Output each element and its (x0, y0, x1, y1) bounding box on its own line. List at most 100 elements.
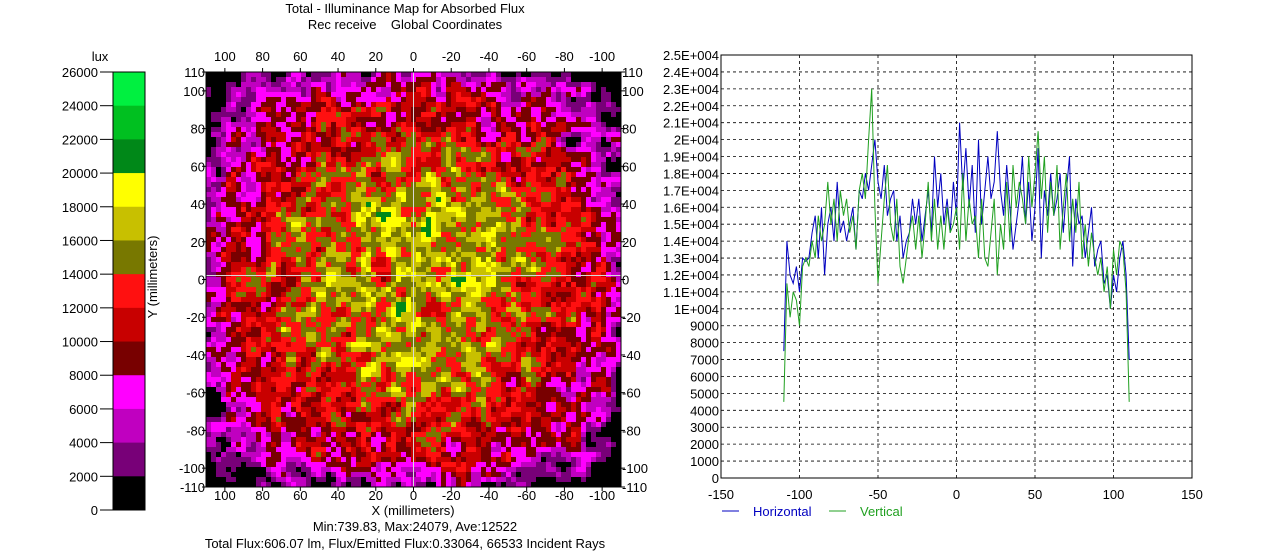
heatmap-cell (351, 187, 357, 193)
heatmap-cell (551, 222, 557, 228)
heatmap-cell (331, 192, 337, 198)
heatmap-cell (441, 72, 447, 78)
heatmap-cell (376, 107, 382, 113)
heatmap-cell (316, 232, 322, 238)
heatmap-cell (506, 302, 512, 308)
heatmap-cell (211, 72, 217, 78)
heatmap-cell (281, 92, 287, 98)
heatmap-cell (251, 287, 257, 293)
heatmap-cell (316, 252, 322, 258)
heatmap-cell (576, 182, 582, 188)
heatmap-cell (606, 222, 612, 228)
heatmap-cell (246, 177, 252, 183)
heatmap-cell (311, 167, 317, 173)
heatmap-cell (461, 122, 467, 128)
heatmap-cell (606, 147, 612, 153)
heatmap-cell (396, 102, 402, 108)
heatmap-cell (526, 132, 532, 138)
heatmap-cell (391, 197, 397, 203)
heatmap-cell (521, 277, 527, 283)
heatmap-cell (331, 107, 337, 113)
heatmap-cell (541, 82, 547, 88)
heatmap-cell (416, 207, 422, 213)
heatmap-cell (556, 82, 562, 88)
heatmap-cell (311, 117, 317, 123)
heatmap-cell (351, 77, 357, 83)
heatmap-cell (541, 147, 547, 153)
heatmap-cell (571, 337, 577, 343)
heatmap-cell (581, 177, 587, 183)
heatmap-cell (316, 72, 322, 78)
heatmap-cell (586, 117, 592, 123)
heatmap-cell (431, 217, 437, 223)
heatmap-cell (321, 322, 327, 328)
heatmap-cell (206, 337, 212, 343)
heatmap-cell (541, 92, 547, 98)
heatmap-cell (296, 87, 302, 93)
heatmap-cell (226, 112, 232, 118)
heatmap-cell (496, 302, 502, 308)
heatmap-cell (211, 262, 217, 268)
heatmap-cell (596, 257, 602, 263)
heatmap-cell (596, 337, 602, 343)
heatmap-cell (456, 212, 462, 218)
heatmap-cell (471, 77, 477, 83)
heatmap-cell (611, 202, 617, 208)
heatmap-cell (596, 192, 602, 198)
heatmap-cell (566, 107, 572, 113)
heatmap-cell (261, 72, 267, 78)
heatmap-cell (436, 267, 442, 273)
heatmap-cell (581, 302, 587, 308)
heatmap-cell (316, 287, 322, 293)
heatmap-cell (436, 212, 442, 218)
heatmap-cell (526, 172, 532, 178)
heatmap-cell (281, 247, 287, 253)
heatmap-cell (506, 362, 512, 368)
heatmap-cell (576, 152, 582, 158)
heatmap-cell (566, 342, 572, 348)
heatmap-cell (286, 242, 292, 248)
heatmap-cell (426, 117, 432, 123)
heatmap-cell (591, 317, 597, 323)
heatmap-cell (226, 212, 232, 218)
heatmap-cell (331, 177, 337, 183)
heatmap-cell (281, 347, 287, 353)
heatmap-cell (261, 152, 267, 158)
heatmap-cell (606, 197, 612, 203)
heatmap-cell (461, 207, 467, 213)
heatmap-cell (286, 162, 292, 168)
heatmap-cell (431, 232, 437, 238)
heatmap-cell (601, 252, 607, 258)
heatmap-cell (301, 97, 307, 103)
heatmap-cell (396, 247, 402, 253)
heatmap-cell (551, 77, 557, 83)
heatmap-cell (221, 192, 227, 198)
heatmap-cell (481, 167, 487, 173)
heatmap-cell (281, 222, 287, 228)
heatmap-cell (281, 277, 287, 283)
heatmap-cell (301, 117, 307, 123)
heatmap-cell (541, 312, 547, 318)
heatmap-cell (326, 142, 332, 148)
heatmap-cell (361, 167, 367, 173)
heatmap-cell (441, 147, 447, 153)
heatmap-cell (376, 327, 382, 333)
heatmap-cell (361, 162, 367, 168)
heatmap-cell (476, 352, 482, 358)
heatmap-cell (606, 92, 612, 98)
heatmap-cell (236, 132, 242, 138)
heatmap-cell (486, 267, 492, 273)
heatmap-cell (241, 222, 247, 228)
heatmap-cell (386, 107, 392, 113)
heatmap-cell (456, 147, 462, 153)
heatmap-cell (436, 127, 442, 133)
heatmap-cell (301, 87, 307, 93)
heatmap-cell (261, 227, 267, 233)
heatmap-cell (266, 122, 272, 128)
heatmap-cell (326, 347, 332, 353)
heatmap-cell (216, 92, 222, 98)
heatmap-cell (501, 177, 507, 183)
heatmap-cell (321, 347, 327, 353)
heatmap-cell (591, 202, 597, 208)
heatmap-cell (271, 247, 277, 253)
